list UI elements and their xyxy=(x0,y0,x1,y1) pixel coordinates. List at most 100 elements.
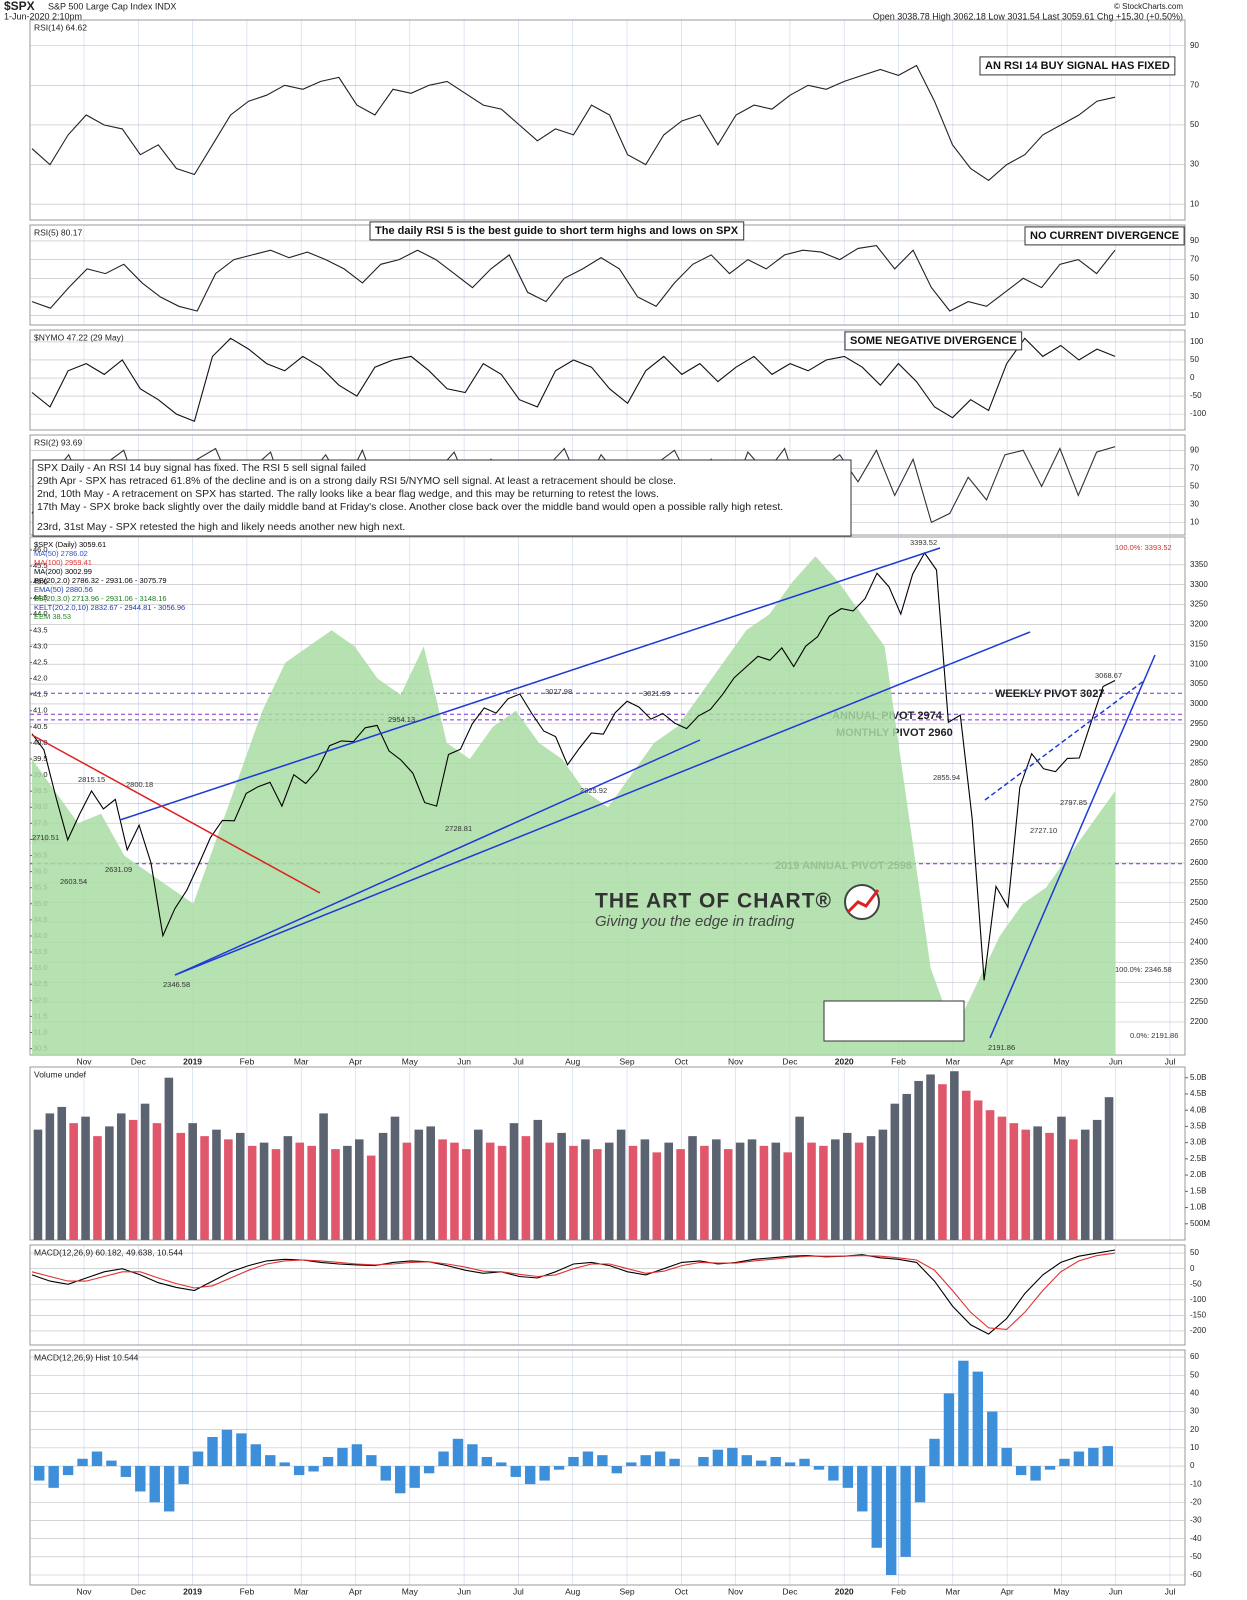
bar xyxy=(135,1466,146,1492)
y-tick-label: 2700 xyxy=(1190,818,1208,827)
annotation: 2797.85 xyxy=(1060,798,1087,807)
y-tick-label: 2200 xyxy=(1190,1017,1208,1026)
y-tick-label: 70 xyxy=(1190,255,1199,264)
logo-arrow xyxy=(846,889,880,914)
bar xyxy=(807,1142,816,1240)
bar xyxy=(958,1360,969,1467)
bar xyxy=(1092,1119,1102,1240)
annotation-box xyxy=(1024,226,1185,246)
bar xyxy=(69,1123,78,1240)
bar xyxy=(462,1149,471,1240)
x-tick-label: 2020 xyxy=(835,1586,854,1596)
bar xyxy=(973,1100,983,1240)
y-tick-label: 3050 xyxy=(1190,679,1208,688)
y-tick-label: 50 xyxy=(1190,1248,1199,1257)
bar xyxy=(152,1123,162,1240)
y2-tick-label: 42.5 xyxy=(33,657,48,666)
legend-entry: MA(200) 3002.99 xyxy=(34,567,92,576)
trendline xyxy=(174,631,1031,976)
bar xyxy=(1009,1123,1019,1240)
bar xyxy=(308,1466,319,1472)
bar xyxy=(307,1145,316,1240)
y-tick-label: 3100 xyxy=(1190,659,1208,668)
bar xyxy=(900,1466,911,1557)
x-tick-label: Sep xyxy=(619,1056,634,1066)
trendline xyxy=(984,679,1146,801)
bar xyxy=(452,1438,464,1467)
bar xyxy=(106,1460,117,1467)
bar xyxy=(521,1136,531,1240)
bar xyxy=(283,1136,293,1240)
bar xyxy=(390,1116,400,1240)
x-tick-label: 2019 xyxy=(183,1056,202,1066)
panels: 90 70 50 30 10 RSI(14) 64.62 AN RSI 14 BUY SIG… xyxy=(29,19,1210,1596)
annotation: 2954.13 xyxy=(388,715,415,724)
annotation: 2191.86 xyxy=(988,1043,1015,1052)
bar xyxy=(842,1132,852,1240)
bar xyxy=(192,1451,204,1467)
bar xyxy=(741,1455,752,1467)
logo-icon xyxy=(844,884,880,920)
bar xyxy=(510,1466,521,1477)
y-tick-label: 0 xyxy=(1190,373,1195,382)
line xyxy=(31,245,1116,312)
x-tick-label: May xyxy=(1053,1586,1070,1596)
bar xyxy=(271,1149,281,1240)
bar xyxy=(378,1132,388,1240)
legend-entry: KELT(20,2.0,10) 2832.67 - 2944.81 - 3056… xyxy=(34,603,185,612)
bar xyxy=(533,1119,543,1240)
bar xyxy=(866,1136,876,1240)
x-tick-label: Sep xyxy=(619,1586,634,1596)
y-tick-label: 50 xyxy=(1190,120,1199,129)
annotation: 3393.52 xyxy=(910,538,937,547)
bar xyxy=(943,1393,955,1467)
annotation: 2825.92 xyxy=(580,786,607,795)
bar xyxy=(176,1132,186,1240)
chart-date: 1-Jun-2020 2:10pm xyxy=(4,11,82,21)
bar xyxy=(105,1126,114,1240)
y-tick-label: -100 xyxy=(1190,409,1207,418)
y-tick-label: -200 xyxy=(1190,1326,1207,1335)
y-tick-label: 2350 xyxy=(1190,957,1208,966)
bar xyxy=(799,1458,810,1467)
x-tick-label: Mar xyxy=(945,1056,960,1066)
bar xyxy=(553,1466,565,1470)
annotation-box xyxy=(979,56,1176,76)
legend-entry: EEM 38.53 xyxy=(34,612,71,621)
bar xyxy=(481,1456,493,1467)
bar xyxy=(698,1456,709,1467)
bar xyxy=(626,1462,637,1467)
annotation: 2603.54 xyxy=(60,877,87,886)
y2-tick-label: 39.5 xyxy=(33,754,48,763)
x-tick-label: Nov xyxy=(728,1586,744,1596)
x-tick-label: May xyxy=(1053,1056,1070,1066)
annotation: NO CURRENT DIVERGENCE xyxy=(1030,230,1179,242)
y-tick-label: -30 xyxy=(1190,1516,1202,1525)
symbol-name: S&P 500 Large Cap Index INDX xyxy=(48,1,176,11)
bar xyxy=(831,1139,840,1240)
y-tick-label: -50 xyxy=(1190,391,1202,400)
annotation-box xyxy=(844,331,1023,351)
line xyxy=(31,337,1116,423)
x-tick-label: Feb xyxy=(891,1056,906,1066)
legend-entry: BB(20,3.0) 2713.96 - 2931.06 - 3148.16 xyxy=(34,594,167,603)
bar xyxy=(640,1455,651,1467)
y-tick-label: -100 xyxy=(1190,1295,1207,1304)
bar xyxy=(914,1466,926,1503)
symbol: $SPX xyxy=(4,0,35,13)
bar xyxy=(1069,1139,1078,1240)
y-tick-label: 2550 xyxy=(1190,878,1208,887)
x-tick-label: Oct xyxy=(675,1056,689,1066)
y-tick-label: 0 xyxy=(1190,1264,1195,1273)
bar xyxy=(771,1142,781,1240)
panel-frame xyxy=(29,1244,1186,1346)
y-tick-label: 2850 xyxy=(1190,759,1208,768)
bar xyxy=(885,1466,897,1576)
bar xyxy=(524,1466,536,1485)
annotation: 0.0%: 2191.86 xyxy=(1130,1031,1178,1040)
commentary-line: SPX Daily - An RSI 14 buy signal has fix… xyxy=(37,462,366,474)
bar xyxy=(628,1145,638,1240)
y-tick-label: 70 xyxy=(1190,80,1199,89)
bar xyxy=(116,1113,126,1240)
bar xyxy=(616,1129,626,1240)
